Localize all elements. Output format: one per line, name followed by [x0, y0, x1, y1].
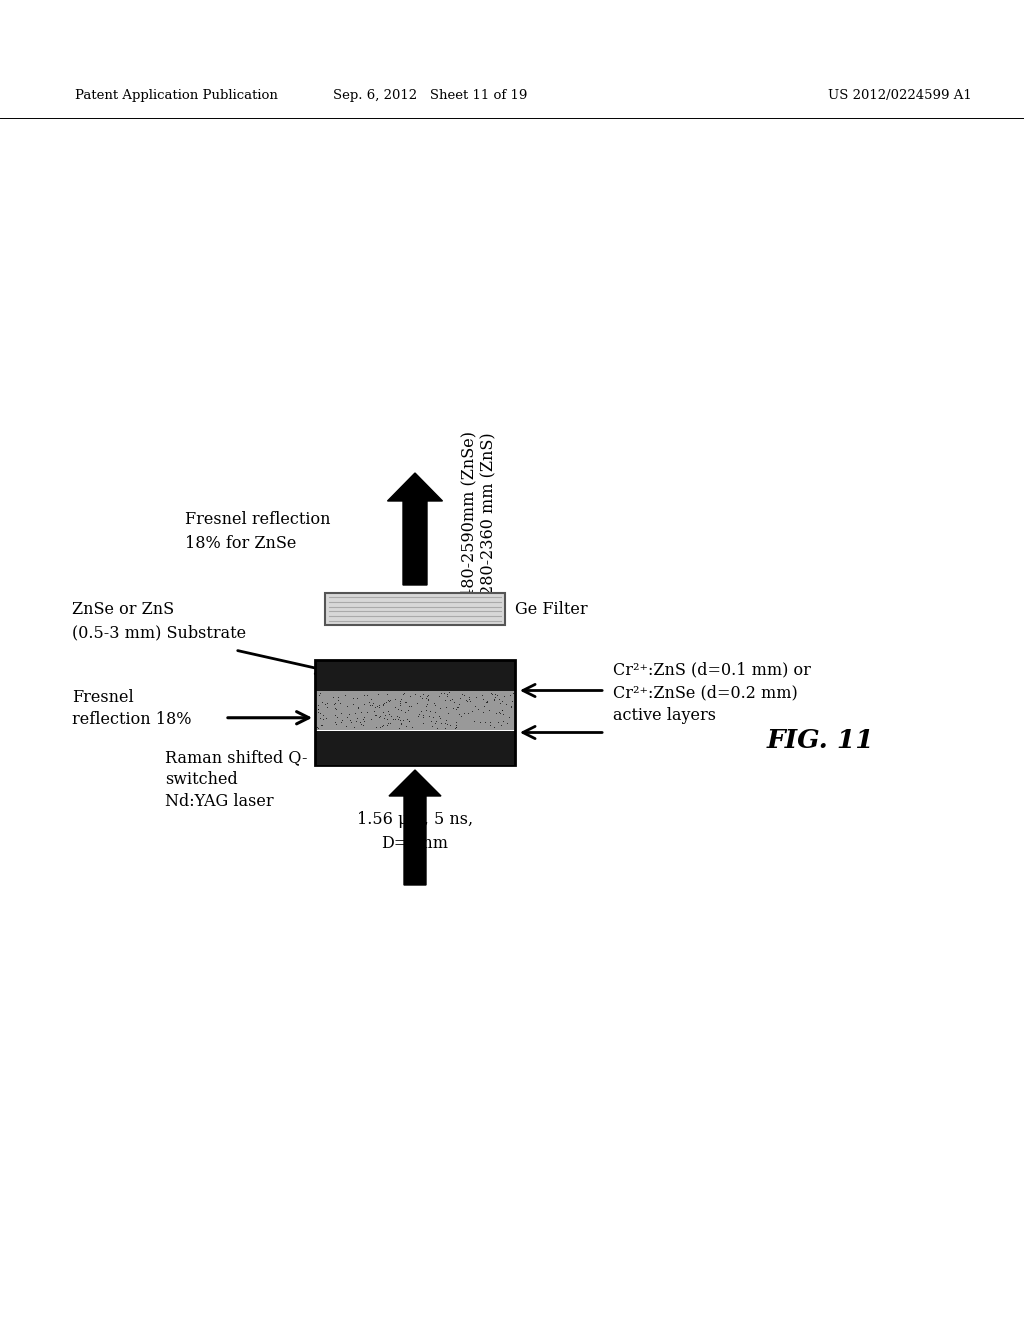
- Bar: [325, 593, 505, 624]
- Text: Fresnel reflection: Fresnel reflection: [185, 511, 331, 528]
- Bar: [315, 660, 515, 690]
- Bar: [315, 731, 515, 764]
- Text: US 2012/0224599 A1: US 2012/0224599 A1: [828, 88, 972, 102]
- Text: Patent Application Publication: Patent Application Publication: [75, 88, 278, 102]
- Text: 2280-2360 mm (ZnS): 2280-2360 mm (ZnS): [480, 433, 497, 606]
- Text: Cr²⁺:ZnSe (d=0.2 mm): Cr²⁺:ZnSe (d=0.2 mm): [613, 685, 798, 701]
- Text: switched: switched: [165, 771, 238, 788]
- Text: Fresnel: Fresnel: [72, 689, 134, 706]
- FancyArrow shape: [389, 770, 441, 884]
- Text: active layers: active layers: [613, 708, 716, 725]
- Text: 2480-2590mm (ZnSe): 2480-2590mm (ZnSe): [460, 430, 477, 607]
- Text: Sep. 6, 2012   Sheet 11 of 19: Sep. 6, 2012 Sheet 11 of 19: [333, 88, 527, 102]
- Text: Nd:YAG laser: Nd:YAG laser: [165, 793, 273, 810]
- Text: reflection 18%: reflection 18%: [72, 711, 191, 729]
- Text: Ge Filter: Ge Filter: [515, 601, 588, 618]
- Text: ZnSe or ZnS: ZnSe or ZnS: [72, 602, 174, 619]
- Text: 18% for ZnSe: 18% for ZnSe: [185, 535, 296, 552]
- Text: Cr²⁺:ZnS (d=0.1 mm) or: Cr²⁺:ZnS (d=0.1 mm) or: [613, 661, 811, 678]
- Text: D=1mm: D=1mm: [382, 834, 449, 851]
- Text: Raman shifted Q-: Raman shifted Q-: [165, 750, 307, 767]
- Text: 1.56 μm, 5 ns,: 1.56 μm, 5 ns,: [357, 812, 473, 829]
- Text: (0.5-3 mm) Substrate: (0.5-3 mm) Substrate: [72, 624, 246, 642]
- Bar: [315, 690, 515, 730]
- Text: FIG. 11: FIG. 11: [766, 727, 873, 752]
- FancyArrow shape: [387, 473, 442, 585]
- Bar: [315, 660, 515, 766]
